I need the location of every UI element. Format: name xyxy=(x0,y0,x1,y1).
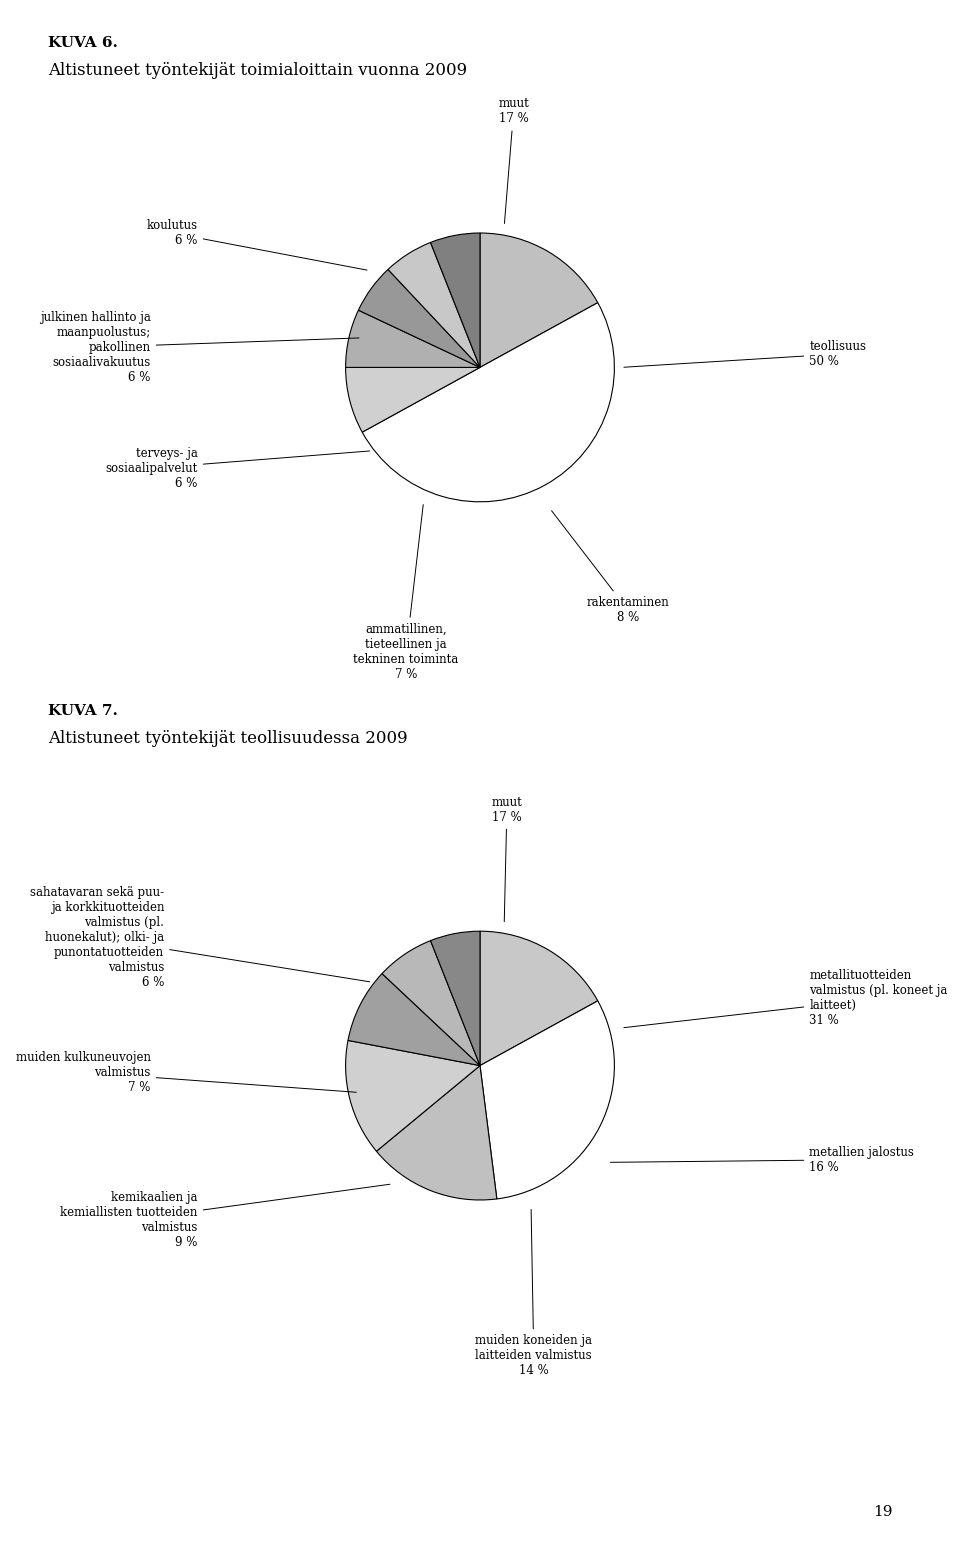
Text: ammatillinen,
tieteellinen ja
tekninen toiminta
7 %: ammatillinen, tieteellinen ja tekninen t… xyxy=(353,504,459,681)
Wedge shape xyxy=(358,269,480,368)
Wedge shape xyxy=(382,941,480,1066)
Text: KUVA 6.: KUVA 6. xyxy=(48,36,118,50)
Wedge shape xyxy=(480,1001,614,1199)
Text: muut
17 %: muut 17 % xyxy=(498,97,529,223)
Text: 19: 19 xyxy=(874,1505,893,1519)
Wedge shape xyxy=(430,234,480,368)
Text: rakentaminen
8 %: rakentaminen 8 % xyxy=(552,511,669,623)
Text: muiden kulkuneuvojen
valmistus
7 %: muiden kulkuneuvojen valmistus 7 % xyxy=(15,1050,356,1094)
Text: Altistuneet työntekijät teollisuudessa 2009: Altistuneet työntekijät teollisuudessa 2… xyxy=(48,730,408,747)
Wedge shape xyxy=(346,1041,480,1151)
Wedge shape xyxy=(346,311,480,368)
Text: metallituotteiden
valmistus (pl. koneet ja
laitteet)
31 %: metallituotteiden valmistus (pl. koneet … xyxy=(624,970,948,1027)
Wedge shape xyxy=(348,973,480,1066)
Text: Altistuneet työntekijät toimialoittain vuonna 2009: Altistuneet työntekijät toimialoittain v… xyxy=(48,62,468,79)
Wedge shape xyxy=(346,367,480,432)
Text: muiden koneiden ja
laitteiden valmistus
14 %: muiden koneiden ja laitteiden valmistus … xyxy=(475,1210,592,1377)
Text: kemikaalien ja
kemiallisten tuotteiden
valmistus
9 %: kemikaalien ja kemiallisten tuotteiden v… xyxy=(60,1185,390,1248)
Wedge shape xyxy=(480,931,598,1066)
Text: teollisuus
50 %: teollisuus 50 % xyxy=(624,340,866,368)
Text: terveys- ja
sosiaalipalvelut
6 %: terveys- ja sosiaalipalvelut 6 % xyxy=(106,447,370,490)
Wedge shape xyxy=(388,243,480,368)
Wedge shape xyxy=(376,1066,497,1200)
Text: koulutus
6 %: koulutus 6 % xyxy=(147,220,367,271)
Wedge shape xyxy=(362,303,614,501)
Text: metallien jalostus
16 %: metallien jalostus 16 % xyxy=(611,1146,914,1174)
Text: muut
17 %: muut 17 % xyxy=(492,795,522,922)
Text: sahatavaran sekä puu-
ja korkkituotteiden
valmistus (pl.
huonekalut); olki- ja
p: sahatavaran sekä puu- ja korkkituotteide… xyxy=(30,886,370,990)
Wedge shape xyxy=(430,931,480,1066)
Text: KUVA 7.: KUVA 7. xyxy=(48,704,118,718)
Wedge shape xyxy=(480,234,598,368)
Text: julkinen hallinto ja
maanpuolustus;
pakollinen
sosiaalivakuutus
6 %: julkinen hallinto ja maanpuolustus; pako… xyxy=(40,311,359,384)
